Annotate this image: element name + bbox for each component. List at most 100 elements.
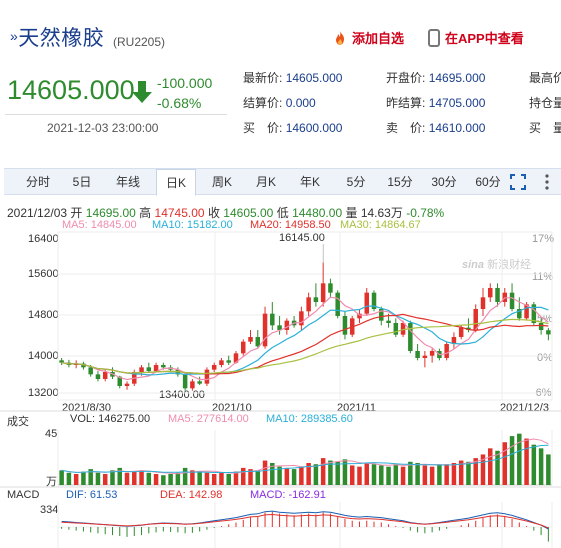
candle-body	[226, 360, 231, 363]
volume-bar	[182, 467, 188, 485]
candle-body	[509, 292, 515, 309]
field-bid-volume: 买 量	[529, 121, 561, 135]
phone-icon	[428, 29, 440, 47]
candle-body	[219, 360, 224, 365]
price-tick: 14800	[28, 309, 59, 321]
tab-15min[interactable]: 15分	[387, 175, 413, 189]
ma10-line	[61, 305, 549, 376]
watermark: sina 新浪财经	[462, 259, 532, 271]
pct-tick: 17%	[532, 233, 555, 245]
candle-body	[422, 355, 428, 358]
candle-body	[59, 360, 64, 363]
candle-body	[415, 351, 420, 358]
volume-bar	[73, 474, 79, 485]
change-value: -100.000	[157, 75, 213, 91]
more-options-icon[interactable]	[538, 173, 556, 191]
volume-bar	[248, 469, 253, 485]
divider	[5, 114, 227, 115]
volume-bar	[175, 472, 181, 485]
candle-body	[357, 313, 362, 319]
candle-body	[487, 288, 493, 298]
field-settle: 结算价: 0.000	[243, 96, 316, 110]
volume-bar	[291, 469, 297, 485]
volume-bar	[495, 450, 500, 485]
price-tick: 16400	[28, 233, 59, 245]
tab-yearly-k[interactable]: 年K	[299, 175, 320, 189]
volume-bar	[386, 466, 391, 485]
add-favorite-button[interactable]: 添加自选	[332, 28, 404, 47]
volume-ma10-line	[61, 444, 549, 473]
candle-body	[458, 327, 464, 337]
link-icon: »	[10, 28, 19, 44]
tab-30min[interactable]: 30分	[431, 175, 457, 189]
volume-bar	[458, 460, 464, 485]
volume-bar	[299, 466, 304, 485]
open-in-app-button[interactable]: 在APP中查看	[428, 28, 524, 47]
volume-bar	[306, 463, 311, 485]
macd-dea: DEA: 142.98	[160, 489, 223, 501]
candle-body	[320, 283, 326, 302]
field-open: 开盘价: 14695.000	[386, 71, 486, 85]
volume-bar	[88, 469, 93, 485]
candle-body	[408, 323, 413, 351]
candle-body	[117, 376, 123, 386]
high-annotation: 16145.00	[279, 232, 325, 244]
volume-bar	[429, 466, 435, 485]
volume-bar	[415, 463, 420, 485]
volume-bar	[379, 465, 384, 485]
tab-5day[interactable]: 5日	[72, 175, 92, 189]
volume-bar	[335, 461, 340, 485]
candle-body	[277, 325, 282, 330]
volume-bar	[509, 436, 515, 485]
candle-body	[270, 313, 275, 326]
field-ask: 卖 价: 14610.000	[386, 121, 486, 135]
tab-monthly-k[interactable]: 月K	[255, 175, 276, 189]
volume-bar	[81, 471, 86, 485]
candle-body	[153, 365, 159, 372]
volume-bar	[132, 471, 137, 485]
tab-daily-k[interactable]: 日K	[156, 169, 196, 196]
current-price: 14605.000	[7, 75, 135, 105]
candle-body	[124, 383, 130, 386]
volume-bar	[153, 474, 159, 485]
candle-body	[393, 323, 399, 335]
candle-body	[233, 353, 239, 363]
tab-5min[interactable]: 5分	[346, 175, 366, 189]
arrow-down-icon	[132, 81, 152, 103]
ma5-label: MA5: 14845.00	[62, 219, 137, 231]
volume-bar	[487, 448, 493, 485]
candle-body	[531, 304, 537, 323]
fullscreen-icon[interactable]	[509, 173, 527, 191]
volume-bar	[538, 448, 544, 485]
candle-body	[262, 313, 268, 347]
field-latest: 最新价: 14605.000	[243, 71, 343, 85]
volume-ma10: MA10: 289385.60	[266, 413, 353, 425]
macd-value: MACD: -162.91	[250, 489, 326, 501]
candle-body	[371, 292, 377, 309]
volume-bar	[59, 470, 64, 485]
ma5-line	[61, 296, 549, 381]
tab-60min[interactable]: 60分	[475, 175, 501, 189]
candle-body	[139, 367, 144, 372]
volume-bar	[444, 464, 449, 485]
candle-body	[88, 367, 93, 375]
tab-yearline[interactable]: 年线	[115, 175, 140, 189]
instrument-name: »天然橡胶	[10, 27, 105, 50]
volume-bar	[320, 458, 326, 485]
field-prev-settle: 昨结算: 14705.000	[386, 96, 486, 110]
price-tick: 14000	[28, 350, 59, 362]
volume-bar	[161, 475, 166, 485]
volume-bar	[328, 460, 333, 485]
volume-bar	[473, 458, 478, 485]
tab-intraday[interactable]: 分时	[25, 175, 50, 189]
field-open-interest: 持仓量	[529, 96, 561, 110]
candle-body	[480, 297, 486, 309]
macd-axis-top: 334	[40, 504, 59, 516]
volume-bar	[233, 471, 239, 485]
price-tick: 13200	[28, 387, 59, 399]
candle-body	[495, 288, 500, 302]
volume-bar	[124, 472, 130, 485]
tab-weekly-k[interactable]: 周K	[211, 175, 232, 189]
volume-bar	[277, 466, 282, 485]
